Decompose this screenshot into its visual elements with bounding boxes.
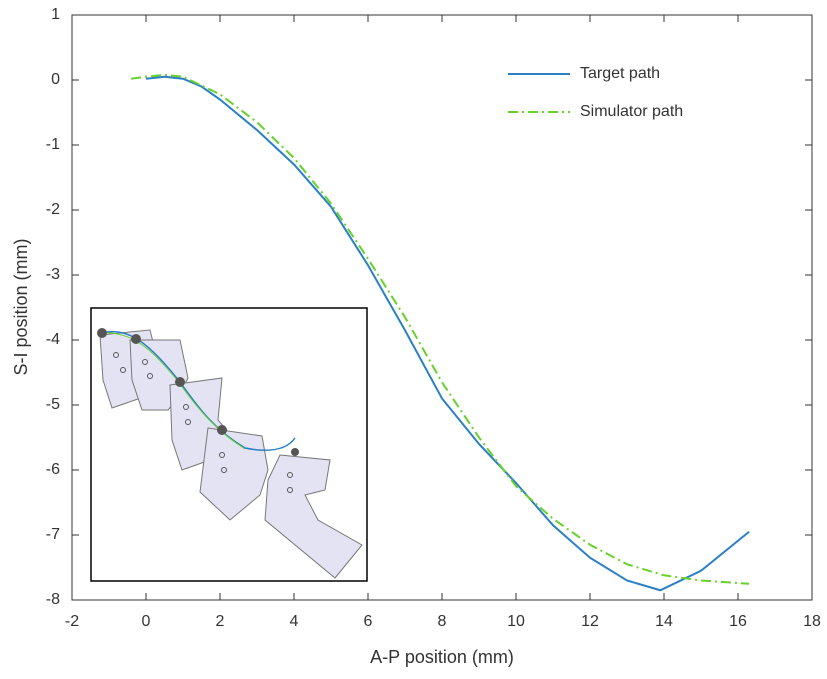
x-tick-label: 10 [507,613,525,630]
inset-image [90,307,368,582]
y-tick-label: -5 [46,396,60,413]
y-tick-label: -4 [46,331,60,348]
y-tick-label: 0 [51,71,60,88]
x-tick-label: 6 [364,613,373,630]
x-tick-label: 4 [290,613,299,630]
x-tick-label: 16 [729,613,747,630]
data-line [145,75,750,592]
data-line [131,73,750,585]
legend-label: Target path [580,65,660,82]
y-axis-label: S-I position (mm) [11,238,31,375]
y-tick-label: -3 [46,266,60,283]
y-tick-label: -1 [46,136,60,153]
x-axis-label: A-P position (mm) [370,647,514,667]
y-tick-label: -8 [46,591,60,608]
holes [113,352,293,493]
y-tick-label: -2 [46,201,60,218]
x-tick-label: 0 [142,613,151,630]
vertebra [199,427,269,521]
x-tick-label: 12 [581,613,599,630]
markers [97,328,299,456]
y-tick-label: 1 [51,6,60,23]
x-tick-label: 8 [438,613,447,630]
x-tick-label: 18 [803,613,821,630]
vertebra [264,454,363,579]
y-tick-label: -6 [46,461,60,478]
y-tick-label: -7 [46,526,60,543]
legend-label: Simulator path [580,103,683,120]
x-tick-label: 14 [655,613,673,630]
x-tick-label: -2 [65,613,79,630]
x-tick-label: 2 [216,613,225,630]
